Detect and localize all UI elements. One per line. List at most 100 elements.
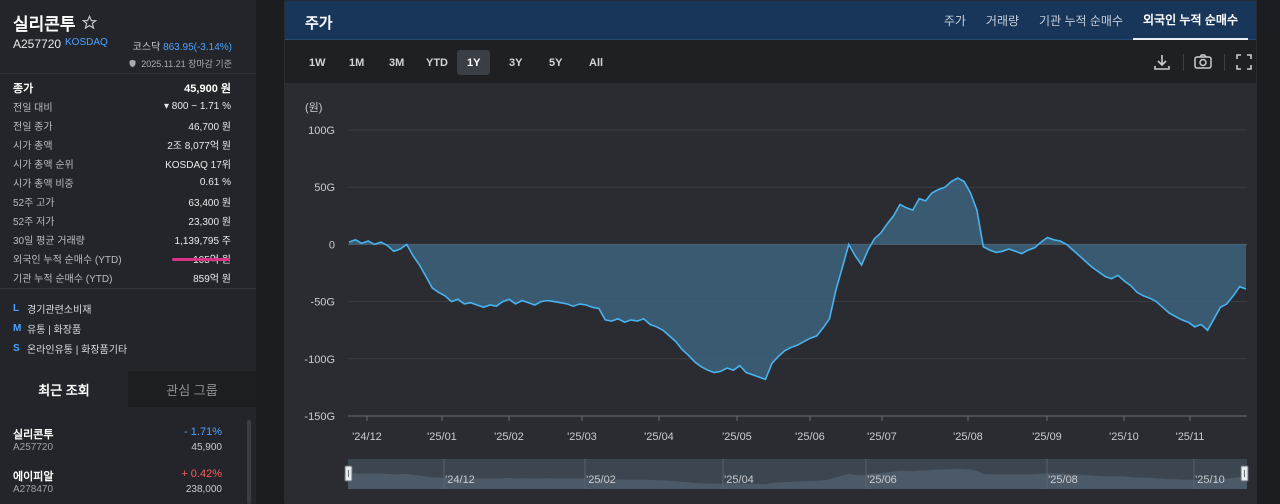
bottom-tabs: 최근 조회 관심 그룹 [0,371,256,407]
info-label: 52주 저가 [13,217,55,228]
range-button[interactable]: 1Y [457,50,491,75]
info-row: 52주 저가 23,300 원 [13,211,231,230]
scrollbar[interactable] [247,420,251,504]
tab-recent[interactable]: 최근 조회 [0,371,128,407]
x-tick-label: '25/03 [567,431,597,443]
recent-price: 238,000 [185,484,222,495]
stock-title: 실리콘투 [13,10,97,35]
sector-tag: L [13,302,20,314]
info-row: 전일 종가 46,700 원 [13,116,231,135]
series-area [349,178,1246,380]
info-value: 46,700 원 [188,122,231,133]
sector-item[interactable]: M 유통 | 화장품 [13,318,127,338]
info-value: 2조 8,077억 원 [167,141,231,152]
y-axis-label: (원) [305,101,322,114]
info-value: 23,300 원 [188,217,231,228]
chart-tabs: 주가 거래량 기관 누적 순매수 외국인 누적 순매수 [934,1,1248,40]
recent-item[interactable]: 실리콘투 A257720 - 1.71% 45,900 [0,420,256,462]
fullscreen-icon[interactable] [1233,51,1255,73]
info-value: 45,900 원 [184,82,231,95]
y-tick-label: -150G [304,411,335,423]
series-line [348,177,1247,381]
stock-name: 실리콘투 [13,15,76,34]
x-tick-label: '25/01 [427,431,457,443]
info-row: 52주 고가 63,400 원 [13,192,231,211]
sector-text: 온라인유통 | 화장품기타 [27,344,128,356]
x-tick-label: '25/10 [1109,431,1139,443]
range-button[interactable]: 1W [309,56,326,69]
x-tick-label: '25/04 [644,431,674,443]
x-tick-label: '25/11 [1176,431,1205,443]
tab-watchlist[interactable]: 관심 그룹 [128,371,256,407]
sector-item[interactable]: S 온라인유통 | 화장품기타 [13,338,127,358]
sector-tag: S [13,342,20,354]
info-value: 1,139,795 주 [174,236,231,247]
info-label: 시가 총액 순위 [13,160,74,171]
navigator-label: '25/10 [1195,474,1225,486]
info-label: 전일 종가 [13,122,53,133]
navigator-label: '25/08 [1048,474,1078,486]
navigator-area [348,468,1247,489]
info-value: 0.61 % [199,177,231,188]
y-tick-label: 100G [308,125,335,137]
navigator-label: '25/06 [867,474,897,486]
info-row: 종가 45,900 원 [13,78,231,97]
tool-separator [1183,54,1184,71]
navigator-label: '25/04 [724,474,754,486]
index-number: 863.95(-3.14%) [163,42,232,53]
sector-item[interactable]: L 경기관련소비재 [13,298,127,318]
info-label: 30일 평균 거래량 [13,236,85,247]
chart-header: 주가 주가 거래량 기관 누적 순매수 외국인 누적 순매수 [285,1,1256,40]
sector-text: 유통 | 화장품 [27,324,82,336]
range-button[interactable]: All [589,56,604,69]
recent-code: A257720 [13,442,54,453]
chart-tab[interactable]: 외국인 누적 순매수 [1133,1,1248,40]
info-label: 기관 누적 순매수 (YTD) [13,274,113,285]
divider [0,288,256,289]
range-selector: 1W 1M 3M YTD 1Y 3Y 5Y All [285,45,1256,81]
x-tick-label: '25/02 [494,431,524,443]
range-button[interactable]: 1M [349,56,365,69]
x-tick-label: '24/12 [352,431,382,443]
foreign-net-buy-chart[interactable]: (원) 100G 50G 0 -50G -100G -150G '24/12 '25/01 '25… [285,83,1256,503]
info-label: 종가 [13,82,34,95]
info-value: ▾ 800 − 1.71 % [163,101,231,112]
star-icon[interactable] [81,15,97,30]
recent-code: A278470 [13,484,54,495]
as-of-text: 2025.11.21 장마감 기준 [141,59,232,69]
chart-tab[interactable]: 거래량 [985,14,1020,28]
info-row: 시가 총액 2조 8,077억 원 [13,135,231,154]
info-label: 전일 대비 [13,103,53,114]
x-tick-label: '25/06 [795,431,825,443]
range-button[interactable]: 3M [389,56,405,69]
panel-title: 주가 [305,15,333,32]
chart-tab[interactable]: 주가 [943,14,966,28]
range-button[interactable]: 3Y [509,56,523,69]
info-label: 52주 고가 [13,198,55,209]
recent-price: 45,900 [191,442,222,453]
y-tick-label: 0 [329,239,335,251]
chart-panel: 주가 주가 거래량 기관 누적 순매수 외국인 누적 순매수 1W 1M 3M YTD 1Y 3… [284,0,1257,504]
navigator-label: '25/02 [586,474,616,486]
highlight-underline [172,258,230,261]
recent-item[interactable]: 에이피알 A278470 + 0.42% 238,000 [0,462,256,504]
x-tick-label: '25/05 [722,431,752,443]
recent-change: - 1.71% [184,426,222,438]
download-icon[interactable] [1151,51,1173,73]
sector-list: L 경기관련소비재 M 유통 | 화장품 S 온라인유통 | 화장품기타 [13,298,127,358]
range-button[interactable]: YTD [426,56,448,69]
camera-icon[interactable] [1192,51,1214,73]
info-label: 시가 총액 [13,141,53,152]
sector-text: 경기관련소비재 [27,304,92,316]
market-badge[interactable]: KOSDAQ [65,37,108,48]
info-row: 전일 대비 ▾ 800 − 1.71 % [13,97,231,116]
range-button[interactable]: 5Y [549,56,563,69]
tool-separator [1224,54,1225,71]
index-value: 코스닥 863.95(-3.14%) [133,38,232,53]
info-value: 63,400 원 [188,198,231,209]
recent-name: 에이피알 [13,471,54,483]
chart-tab[interactable]: 기관 누적 순매수 [1039,14,1123,28]
recent-name: 실리콘투 [13,429,54,441]
navigator-label: '24/12 [445,474,475,486]
